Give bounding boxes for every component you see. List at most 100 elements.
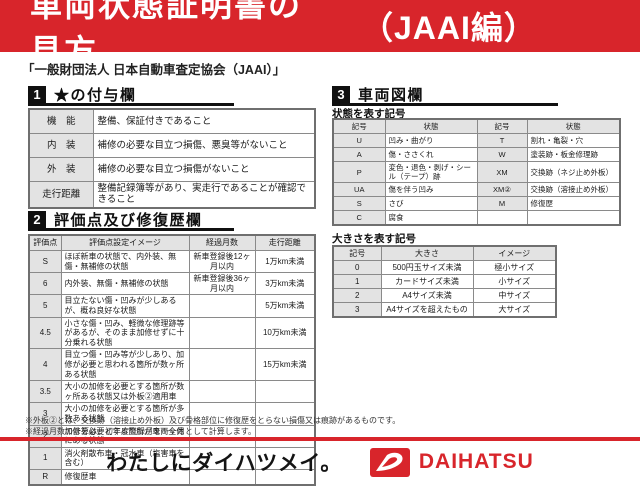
months-cell (188, 380, 256, 404)
months-cell (188, 348, 256, 382)
condition-cell: 凹み・曲がり (384, 133, 478, 148)
condition-cell: 交換跡（溶接止め外板） (526, 182, 621, 197)
image-cell: 大小の加修を必要とする箇所が数ヶ所ある状態又は外板②適用車 (60, 380, 190, 404)
col-header-mileage: 走行距離 (254, 234, 316, 251)
footer: わたしにダイハツメイ。 DAIHATSU (0, 444, 640, 480)
table-row: C 腐食 (332, 210, 621, 226)
col-header-score: 評価点 (28, 234, 62, 251)
symbol-cell: W (476, 147, 528, 162)
criteria-label: 内 装 (28, 133, 94, 158)
daihatsu-logo: DAIHATSU (369, 447, 534, 477)
score-cell: 5 (28, 294, 62, 318)
table-row: 1 消火剤散布車・冠水車（塩害車を含む） (28, 446, 316, 470)
score-cell: 2 (28, 424, 62, 448)
section3-number-badge: 3 (332, 85, 350, 104)
table-row: 3 A4サイズを超えたもの 大サイズ (332, 302, 557, 318)
footnotes: ※外板②とは、交換跡（溶接止め外板）及び骨格部位に修復歴をとらない損傷又は痕跡が… (25, 416, 400, 438)
col-header-symbol: 記号 (332, 245, 382, 261)
section3-title: 車両図欄 (358, 87, 425, 104)
table-row: 内 装 補修の必要な目立つ損傷、悪臭等がないこと (28, 133, 316, 158)
section1-header: 1 ★の付与欄 (28, 84, 137, 105)
col-header-symbol: 記号 (476, 118, 528, 134)
image-cell: 内外装、無傷・無補修の状態 (60, 272, 190, 296)
table-row: 0 500円玉サイズ未満 極小サイズ (332, 260, 557, 275)
table-row: 6 内外装、無傷・無補修の状態 新車登録後36ヶ月以内 3万km未満 (28, 272, 316, 296)
condition-cell: 傷・ささくれ (384, 147, 478, 162)
condition-cell: 割れ・亀裂・穴 (526, 133, 621, 148)
table-row: 3.5 大小の加修を必要とする箇所が数ヶ所ある状態又は外板②適用車 (28, 380, 316, 404)
section3-underline (332, 103, 558, 106)
section1-underline (28, 103, 234, 106)
table-header-row: 記号 大きさ イメージ (332, 245, 557, 261)
symbol-cell: A (332, 147, 386, 162)
symbol-cell: T (476, 133, 528, 148)
daihatsu-slogan: わたしにダイハツメイ。 (106, 452, 342, 475)
condition-cell: 変色・退色・剥げ・シール（テープ）跡 (384, 161, 478, 183)
table-row: 2 A4サイズ未満 中サイズ (332, 288, 557, 303)
symbol-cell: U (332, 133, 386, 148)
image-cell: 極小サイズ (472, 260, 557, 275)
col-header-condition: 状態 (526, 118, 621, 134)
table-row: 4.5 小さな傷・凹み、軽微な修理跡等があるが、そのまま加修せずに十分乗れる状態… (28, 316, 316, 350)
section2-number-badge: 2 (28, 210, 46, 229)
condition-cell: 腐食 (384, 210, 478, 226)
condition-cell: 修復歴 (526, 196, 621, 211)
table-row: 外 装 補修の必要な目立つ損傷がないこと (28, 157, 316, 182)
condition-cell: 傷を伴う凹み (384, 182, 478, 197)
symbol-cell: 0 (332, 260, 382, 275)
title-banner: 車両状態証明書の見方 （JAAI編） (0, 0, 640, 69)
daihatsu-d-mark-icon (369, 447, 410, 477)
condition-cell: さび (384, 196, 478, 211)
section2-title: 評価点及び修復歴欄 (54, 212, 203, 229)
table-row: S さび M 修復歴 (332, 196, 621, 211)
table-row: 1 カードサイズ未満 小サイズ (332, 274, 557, 289)
symbol-cell: 3 (332, 302, 382, 318)
organization-caption: 「一般財団法人 日本自動車査定協会（JAAI）」 (22, 63, 286, 77)
page-title-edition: （JAAI編） (361, 10, 537, 46)
symbol-cell: S (332, 196, 386, 211)
mileage-cell: 10万km未満 (254, 316, 316, 350)
symbol-cell: 2 (332, 288, 382, 303)
section2-underline (28, 228, 234, 231)
footnote: ※外板②とは、交換跡（溶接止め外板）及び骨格部位に修復歴をとらない損傷又は痕跡が… (25, 416, 401, 425)
table-row: P 変色・退色・剥げ・シール（テープ）跡 XM 交換跡（ネジ止め外板） (332, 161, 621, 183)
score-cell: 6 (28, 272, 62, 296)
mileage-cell: 5万km未満 (254, 294, 316, 318)
condition-symbol-table: 記号 状態 記号 状態 U 凹み・曲がり T 割れ・亀裂・穴 A 傷・ささくれ … (332, 118, 621, 226)
mileage-cell: 15万km未満 (254, 348, 316, 382)
condition-cell: 交換跡（ネジ止め外板） (526, 161, 621, 183)
section1-title: ★の付与欄 (54, 87, 137, 104)
mileage-cell: 1万km未満 (254, 249, 316, 274)
mileage-cell (254, 380, 316, 404)
daihatsu-wordmark: DAIHATSU (418, 450, 534, 473)
condition-table-label: 状態を表す記号 (332, 108, 406, 120)
months-cell: 新車登録後36ヶ月以内 (188, 272, 256, 296)
months-cell (188, 316, 256, 350)
col-header-image: 評価点設定イメージ (60, 234, 190, 251)
section2-header: 2 評価点及び修復歴欄 (28, 209, 203, 230)
star-criteria-table: 機 能 整備、保証付きであること 内 装 補修の必要な目立つ損傷、悪臭等がないこ… (28, 108, 316, 209)
footnote: ※経過月数の計算は、初年度登録月を一ヶ月として計算します。 (25, 426, 256, 436)
image-cell: 消火剤散布車・冠水車（塩害車を含む） (60, 446, 190, 470)
page-title: 車両状態証明書の見方 (30, 0, 303, 69)
footer-divider (0, 437, 640, 441)
table-header-row: 記号 状態 記号 状態 (332, 118, 621, 134)
symbol-cell (476, 210, 528, 226)
table-row: 4 目立つ傷・凹み等が少しあり、加修が必要と思われる箇所が数ヶ所ある状態 15万… (28, 348, 316, 382)
score-cell: 4 (28, 348, 62, 382)
symbol-cell: XM (476, 161, 528, 183)
table-row: S ほぼ新車の状態で、内外装、無傷・無補修の状態 新車登録後12ヶ月以内 1万k… (28, 249, 316, 274)
size-cell: A4サイズを超えたもの (380, 302, 474, 318)
criteria-label: 外 装 (28, 157, 94, 182)
size-cell: 500円玉サイズ未満 (380, 260, 474, 275)
criteria-label: 走行距離 (28, 180, 94, 209)
size-cell: カードサイズ未満 (380, 274, 474, 289)
criteria-desc: 補修の必要な目立つ損傷がないこと (92, 157, 316, 182)
table-row: 5 目立たない傷・凹みが少しあるが、概ね良好な状態 5万km未満 (28, 294, 316, 318)
table-row: 2 加修を必要とする箇所が車両全体にある状態 (28, 424, 316, 448)
symbol-cell: XM② (476, 182, 528, 197)
criteria-desc: 整備記録簿等があり、実走行であることが確認できること (92, 180, 316, 209)
table-row: UA 傷を伴う凹み XM② 交換跡（溶接止め外板） (332, 182, 621, 197)
symbol-cell: UA (332, 182, 386, 197)
image-cell: 目立たない傷・凹みが少しあるが、概ね良好な状態 (60, 294, 190, 318)
